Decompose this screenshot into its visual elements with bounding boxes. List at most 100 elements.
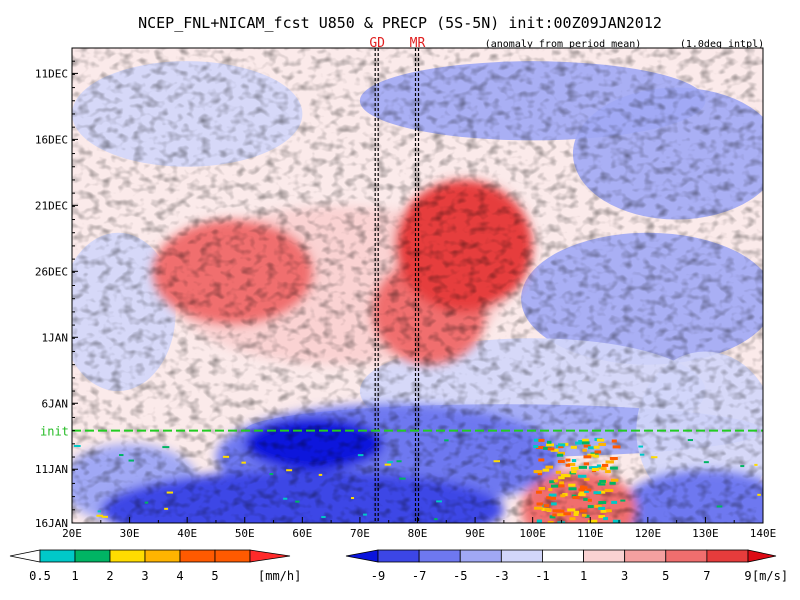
precip-cell — [269, 472, 274, 475]
precip-cell — [563, 512, 571, 516]
precip-cell — [597, 490, 606, 494]
precip-cell — [568, 483, 576, 487]
precip-cell — [605, 460, 614, 464]
precip-cell — [162, 446, 170, 449]
precip-cell — [583, 462, 590, 466]
u850-legend-label: -5 — [453, 569, 467, 583]
y-tick-label: 16JAN — [35, 517, 68, 530]
precip-cell — [598, 442, 606, 446]
u850-legend-arrow-right — [747, 549, 777, 563]
precip-cell — [241, 461, 246, 464]
u850-legend-swatch — [418, 549, 461, 563]
precip-cell — [587, 498, 592, 502]
x-tick-label: 70E — [350, 527, 370, 540]
precip-cell — [606, 509, 612, 513]
precip-cell — [596, 438, 605, 442]
precip-cell — [558, 484, 565, 488]
precip-cell — [639, 453, 645, 456]
precip-colorbar: 0.5 1 2 3 4 5 [mm/h] — [9, 549, 301, 583]
precip-cell — [571, 459, 577, 463]
precip-cell — [222, 455, 230, 458]
precip-cell — [560, 473, 568, 477]
precip-cell — [73, 445, 81, 448]
precip-cell — [588, 520, 597, 523]
precip-cell — [548, 493, 557, 497]
precip-cell — [587, 453, 596, 457]
precip-cell — [651, 456, 658, 459]
precip-cell — [558, 443, 566, 447]
precip-legend-unit: [mm/h] — [258, 569, 301, 583]
precip-cell — [588, 466, 597, 470]
precip-cell — [533, 444, 539, 448]
precip-legend-label: 1 — [71, 569, 78, 583]
y-tick-label: 21DEC — [35, 199, 68, 212]
precip-cell — [549, 480, 556, 484]
precip-cell — [128, 459, 134, 462]
precip-cell — [586, 488, 592, 492]
x-tick-label: 30E — [120, 527, 140, 540]
precip-cell — [101, 515, 108, 518]
precip-cell — [166, 491, 174, 494]
precip-cell — [557, 459, 565, 463]
precip-cell — [357, 454, 364, 457]
precip-cell — [544, 508, 552, 512]
precip-cell — [609, 456, 618, 460]
precip-cell — [593, 445, 600, 449]
u850-legend-label: -3 — [494, 569, 508, 583]
y-tick-label: 1JAN — [42, 331, 69, 344]
u850-legend-label: -1 — [535, 569, 549, 583]
precip-cell — [536, 519, 542, 523]
precip-cell — [601, 467, 607, 471]
precip-cell — [547, 520, 554, 523]
precip-cell — [533, 470, 543, 474]
precip-cell — [594, 504, 602, 508]
precip-cell — [549, 515, 556, 519]
x-tick-label: 100E — [519, 527, 546, 540]
precip-cell — [363, 513, 367, 516]
precip-cell — [610, 478, 619, 482]
precip-cell — [703, 461, 709, 464]
x-tick-label: 80E — [408, 527, 428, 540]
marker-label-mr: MR — [410, 36, 426, 51]
precip-cell — [598, 501, 607, 505]
u850-legend-swatch — [459, 549, 502, 563]
precip-cell — [579, 509, 587, 513]
y-tick-label: 26DEC — [35, 265, 68, 278]
precip-cell — [578, 493, 586, 497]
precip-legend-label: 4 — [176, 569, 183, 583]
precip-cell — [399, 477, 406, 480]
precip-cell — [546, 443, 555, 447]
precip-cell — [533, 438, 540, 442]
x-tick-label: 40E — [177, 527, 197, 540]
precip-legend-label: 2 — [106, 569, 113, 583]
precip-cell — [598, 515, 606, 519]
precip-cell — [558, 476, 565, 480]
precip-cell — [585, 514, 590, 518]
y-tick-label: 16DEC — [35, 133, 68, 146]
precip-cell — [558, 445, 564, 449]
precip-cell — [546, 496, 552, 500]
precip-cell — [557, 451, 565, 455]
init-line: init — [40, 425, 763, 439]
precip-cell — [552, 513, 557, 517]
precip-cell — [286, 469, 293, 472]
u850-legend-label: 1 — [580, 569, 587, 583]
x-tick-label: 140E — [750, 527, 777, 540]
precip-cell — [543, 446, 552, 450]
precip-cell — [583, 497, 588, 501]
precip-cell — [596, 464, 601, 468]
precip-cell — [598, 506, 606, 510]
precip-cell — [583, 455, 592, 459]
precip-cell — [567, 462, 576, 466]
u850-colorbar: -9 -7 -5 -3 -1 1 3 5 7 9 [m/s] — [345, 549, 788, 583]
precip-cell — [545, 465, 554, 469]
u850-legend-swatch — [377, 549, 420, 563]
precip-cell — [578, 488, 586, 492]
marker-labels: GD MR — [369, 36, 425, 51]
u850-legend-swatch — [542, 549, 584, 563]
x-tick-label: 50E — [235, 527, 255, 540]
precip-cell — [553, 479, 558, 483]
x-tick-label: 60E — [292, 527, 312, 540]
precip-legend-swatch — [74, 549, 111, 563]
interp-note: (1.0deg intpl) — [680, 39, 764, 50]
